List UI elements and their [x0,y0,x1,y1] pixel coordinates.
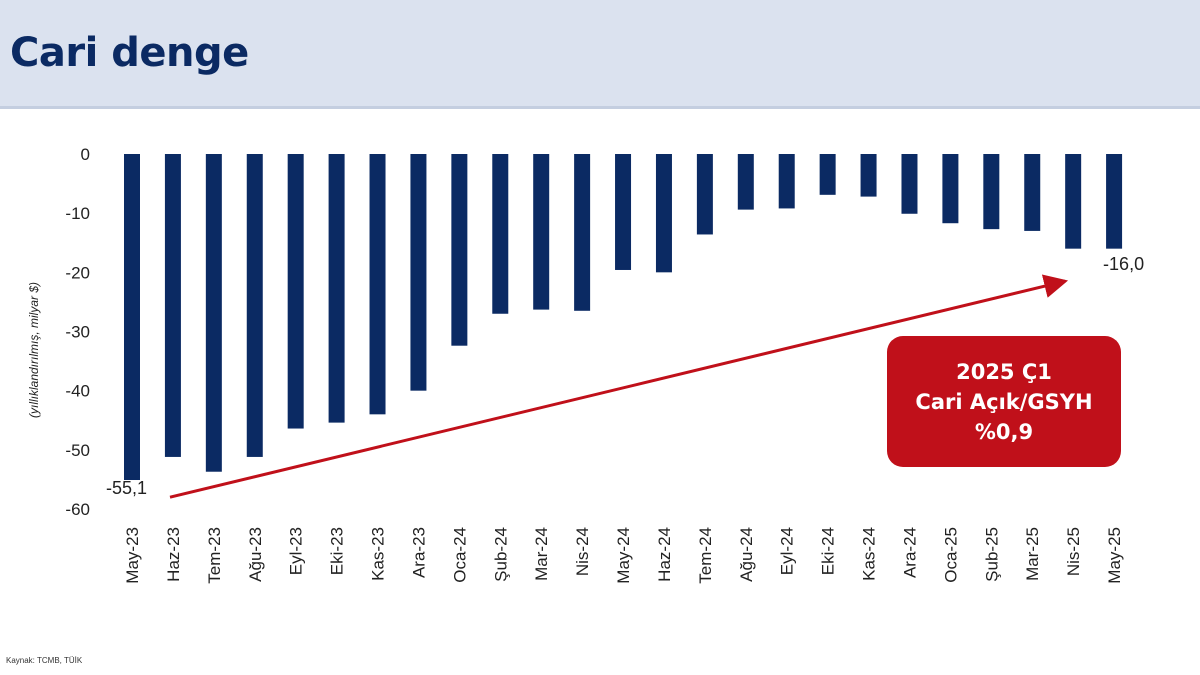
x-tick-label: Eyl-24 [778,527,797,575]
y-tick-label: -20 [65,263,90,282]
data-annotations: -55,1 -16,0 [106,254,1144,498]
page-title: Cari denge [10,30,249,76]
x-tick-label: Mar-25 [1023,527,1042,581]
callout-line-3: %0,9 [974,419,1034,444]
bar [860,154,877,197]
bar [1065,154,1082,249]
bar [574,154,591,311]
bar [246,154,263,457]
bar-series [124,154,1123,481]
bar [369,154,386,415]
trend-arrow [169,274,1069,499]
y-tick-label: -50 [65,441,90,460]
bar [983,154,1000,230]
bar [205,154,222,472]
header-bar: Cari denge [0,0,1200,109]
source-note: Kaynak: TCMB, TÜİK [6,656,83,665]
y-tick-label: -60 [65,500,90,519]
x-tick-label: Haz-24 [655,527,674,582]
callout-line-1: 2025 Ç1 [956,359,1052,384]
x-tick-label: May-24 [614,527,633,584]
x-tick-label: May-25 [1105,527,1124,584]
bar [1024,154,1041,231]
y-tick-label: 0 [81,145,90,164]
y-tick-label: -40 [65,382,90,401]
bar [696,154,713,235]
x-tick-label: Eyl-23 [287,527,306,575]
x-tick-label: Nis-25 [1064,527,1083,576]
x-tick-label: Oca-24 [450,527,469,583]
bar [942,154,959,224]
annotation-start: -55,1 [106,478,147,498]
x-tick-label: Kas-23 [369,527,388,581]
x-axis: May-23 Haz-23 Tem-23 Ağu-23 Eyl-23 Eki-23 Kas-… [123,527,1124,584]
bar [451,154,468,346]
bar [164,154,181,457]
x-tick-label: Şub-25 [982,527,1001,582]
y-tick-label: -10 [65,204,90,223]
bar [287,154,304,429]
y-axis: 0 -10 -20 -30 -40 -50 -60 [65,145,90,519]
callout-line-2: Cari Açık/GSYH [915,389,1093,414]
bar [124,154,140,481]
bar [533,154,550,310]
bar [410,154,427,391]
x-tick-label: Oca-25 [941,527,960,583]
x-tick-label: Eki-24 [819,527,838,575]
x-tick-label: Eki-23 [328,527,347,575]
y-tick-label: -30 [65,323,90,342]
x-tick-label: Ara-24 [900,527,919,578]
x-tick-label: Mar-24 [532,527,551,581]
annotation-end: -16,0 [1103,254,1144,274]
x-tick-label: Kas-24 [860,527,879,581]
callout-box: 2025 Ç1 Cari Açık/GSYH %0,9 [887,336,1121,467]
bar [492,154,509,314]
x-tick-label: Nis-24 [573,527,592,576]
bar [778,154,795,209]
x-tick-label: Ara-23 [409,527,428,578]
x-tick-label: Şub-24 [491,527,510,582]
y-axis-label: (yıllıklandırılmış, milyar $) [27,282,41,418]
bar [615,154,632,270]
bar [737,154,754,210]
x-tick-label: Tem-24 [696,527,715,584]
bar [655,154,672,273]
x-tick-label: May-23 [123,527,142,584]
x-tick-label: Ağu-24 [737,527,756,582]
bar [328,154,345,423]
bar [819,154,836,195]
x-tick-label: Haz-23 [164,527,183,582]
bar [901,154,918,214]
x-tick-label: Tem-23 [205,527,224,584]
bar [1106,154,1123,249]
x-tick-label: Ağu-23 [246,527,265,582]
